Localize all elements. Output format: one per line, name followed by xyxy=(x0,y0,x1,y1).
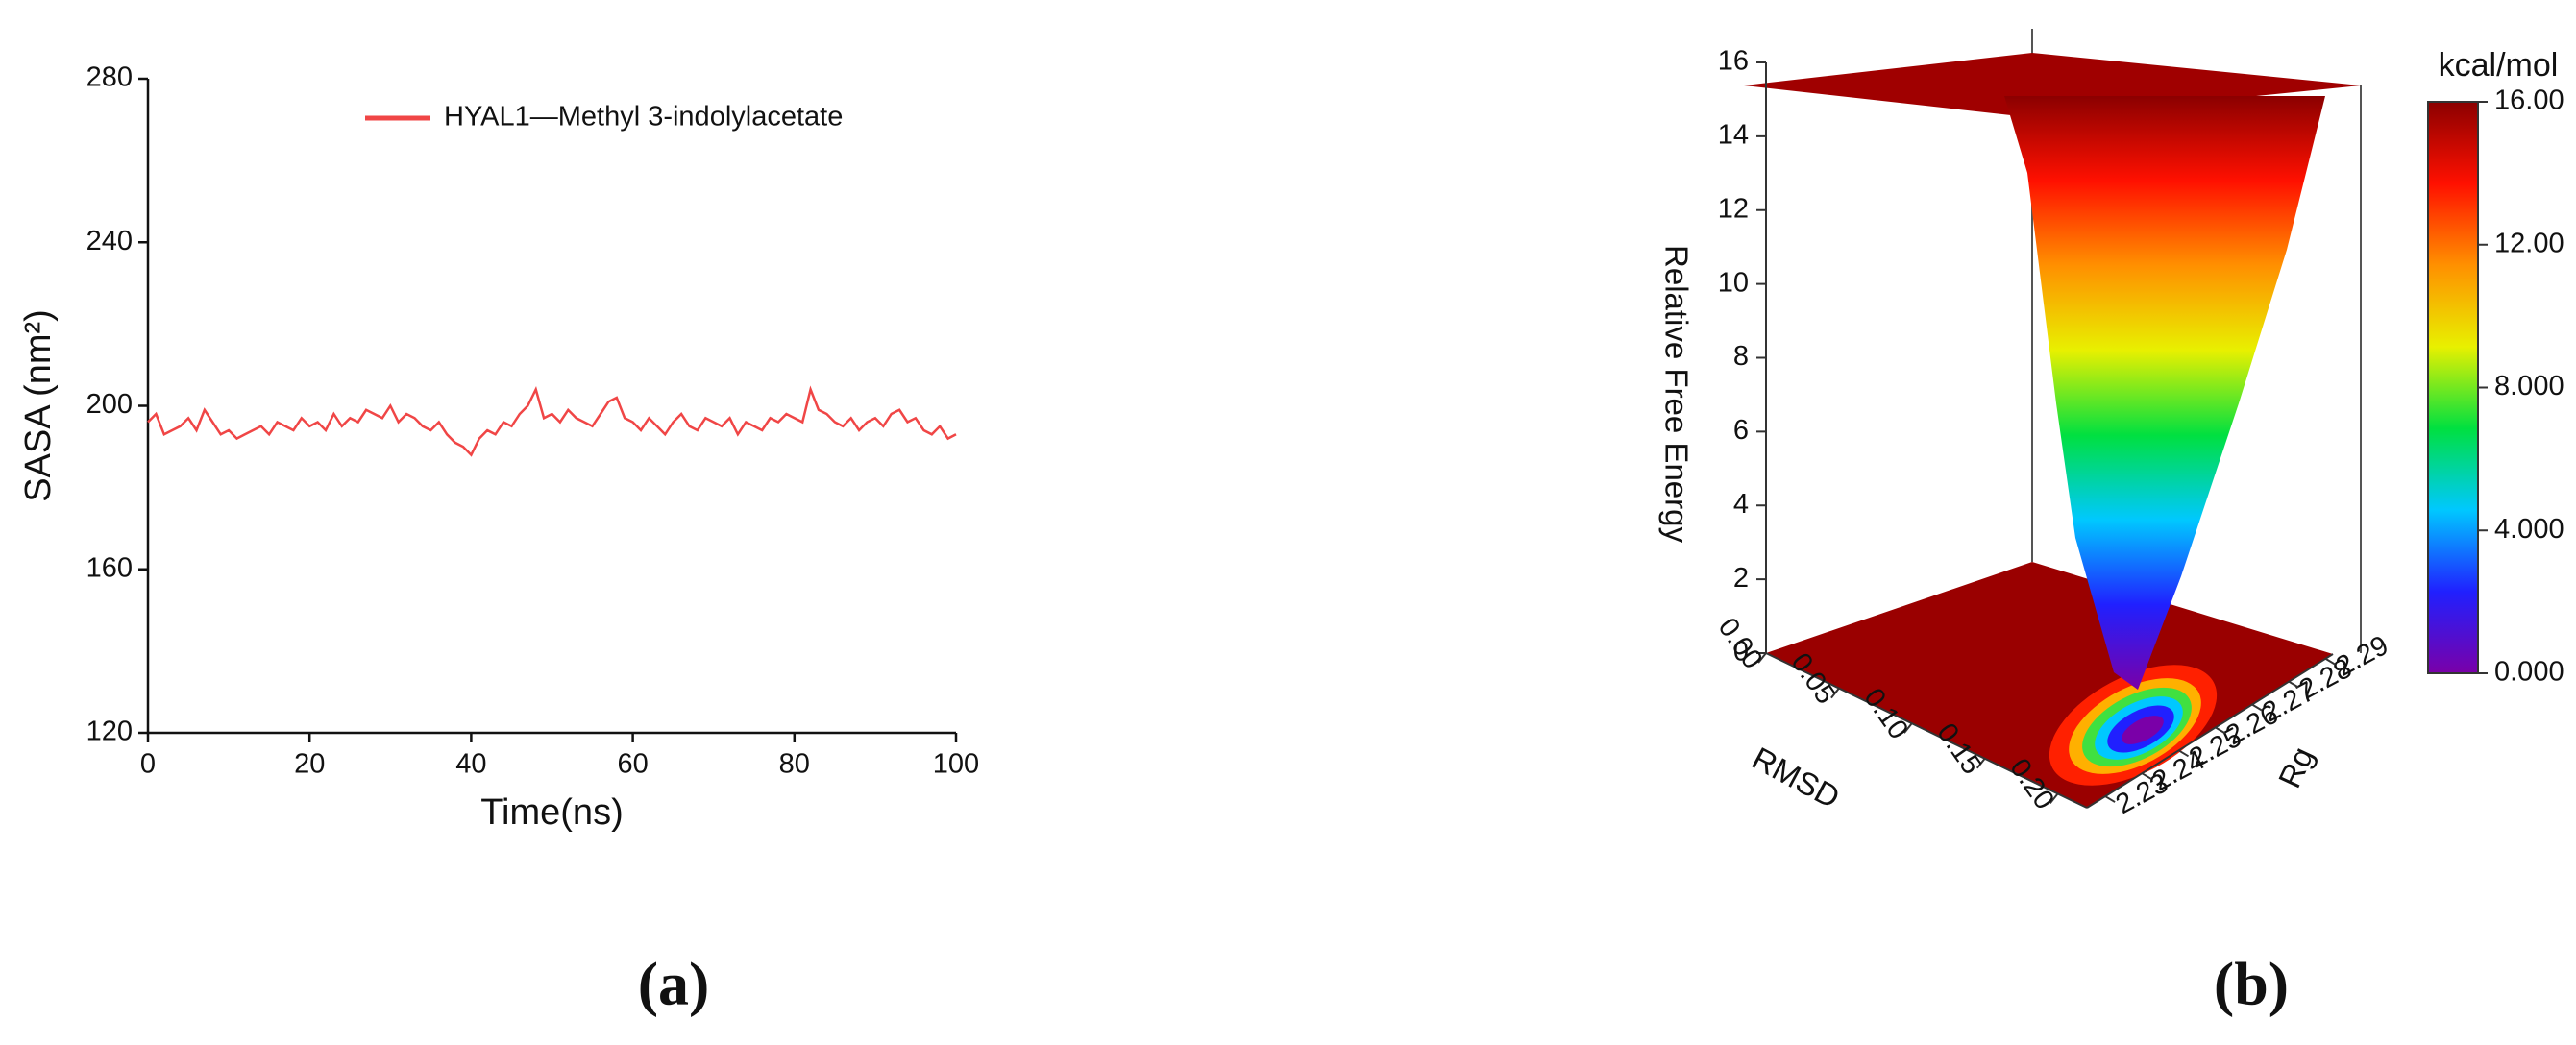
y-tick xyxy=(2288,680,2299,689)
y-axis-label: Rg xyxy=(2271,741,2320,793)
x-tick-label: 60 xyxy=(617,749,648,780)
x-tick xyxy=(1757,652,1767,664)
plateau xyxy=(1744,53,2361,118)
x-tick xyxy=(1975,758,1986,769)
y-tick xyxy=(2324,657,2336,666)
y-tick xyxy=(2215,726,2226,735)
y-tick-label: 240 xyxy=(86,226,133,256)
z-tick-label: 14 xyxy=(1718,120,1749,151)
x-axis xyxy=(1765,652,2088,809)
z-tick-label: 4 xyxy=(1733,489,1749,520)
y-tick xyxy=(2178,749,2190,758)
x-tick xyxy=(1830,687,1840,699)
colorbar-tick-label: 8.000 xyxy=(2494,371,2564,401)
surface-decoration xyxy=(1744,29,2362,808)
caption: (a) xyxy=(638,950,710,1018)
z-tick-label: 10 xyxy=(1718,267,1749,298)
z-tick-label: 6 xyxy=(1733,415,1749,446)
colorbar-tick-label: 4.000 xyxy=(2494,514,2564,545)
y-tick xyxy=(2104,795,2116,803)
z-tick-label: 0 xyxy=(1733,637,1749,668)
funnel xyxy=(2004,96,2325,690)
x-tick-label: 0.00 xyxy=(1712,613,1769,675)
legend-label: HYAL1—Methyl 3-indolylacetate xyxy=(444,102,843,133)
y-tick-label: 280 xyxy=(86,62,133,93)
colorbar-tick-label: 12.00 xyxy=(2494,228,2564,258)
z-tick-label: 8 xyxy=(1733,341,1749,372)
colorbar-tick-label: 0.000 xyxy=(2494,657,2564,688)
floor xyxy=(1766,562,2333,808)
data-line xyxy=(147,385,957,457)
basin xyxy=(2122,716,2164,744)
z-tick-label: 12 xyxy=(1718,193,1749,224)
caption: (b) xyxy=(2214,950,2289,1018)
x-tick-label: 20 xyxy=(294,749,325,780)
x-axis-label: RMSD xyxy=(1747,740,1846,814)
y-tick-label: 120 xyxy=(86,717,133,747)
x-tick-label: 40 xyxy=(455,749,486,780)
y-axis-label: SASA (nm²) xyxy=(18,309,59,502)
y-tick xyxy=(2141,772,2152,781)
z-tick-label: 16 xyxy=(1718,46,1749,77)
x-tick xyxy=(2049,792,2059,804)
colorbar-title: kcal/mol xyxy=(2439,47,2559,84)
x-tick xyxy=(1903,722,1913,734)
colorbar xyxy=(2427,101,2479,674)
y-tick-label: 160 xyxy=(86,552,133,583)
y-axis xyxy=(2086,653,2334,809)
y-tick-label: 200 xyxy=(86,389,133,420)
z-axis-label: Relative Free Energy xyxy=(1658,245,1694,543)
x-axis-label: Time(ns) xyxy=(480,792,623,833)
x-tick-label: 100 xyxy=(933,749,979,780)
colorbar-tick-label: 16.00 xyxy=(2494,85,2564,116)
x-tick-label: 0 xyxy=(140,749,156,780)
y-tick xyxy=(2251,703,2263,712)
y-tick-label: 2.29 xyxy=(2331,630,2393,683)
x-tick-label: 80 xyxy=(779,749,810,780)
z-tick-label: 2 xyxy=(1733,563,1749,594)
